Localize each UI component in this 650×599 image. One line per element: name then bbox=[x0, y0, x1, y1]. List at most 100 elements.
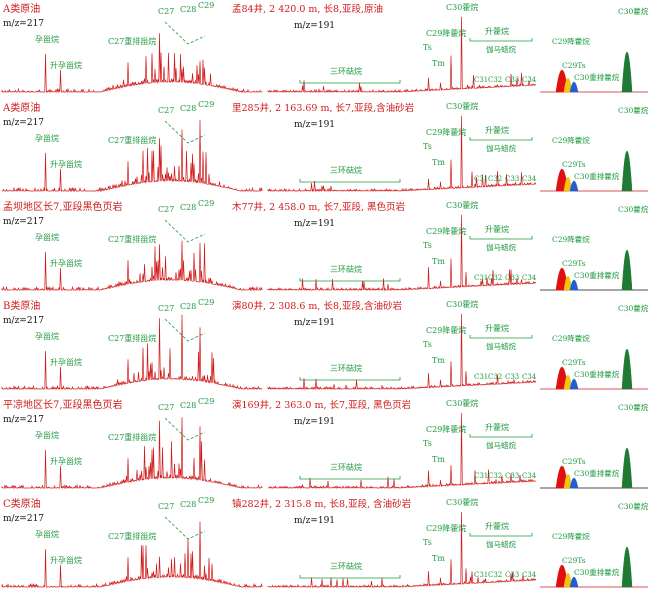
zoom-norhopane-label: C29降藿烷 bbox=[552, 135, 590, 145]
hopane-peak bbox=[621, 349, 633, 390]
zoom-norhopane-label: C29降藿烷 bbox=[552, 234, 590, 244]
c31-label: C31 bbox=[474, 373, 488, 381]
diasterane-label: C27重排甾烷 bbox=[108, 36, 156, 46]
zoom-diahopane-label: C30重排藿烷 bbox=[574, 369, 620, 379]
tricyclic-bracket bbox=[299, 278, 401, 282]
zoom-hopane-label: C30藿烷 bbox=[618, 501, 649, 511]
c34-label: C34 bbox=[522, 472, 537, 480]
terpane-trace bbox=[267, 115, 537, 193]
hopane-peak bbox=[621, 151, 633, 192]
c29-label: C29 bbox=[198, 199, 214, 208]
sterane-link bbox=[164, 318, 206, 342]
zoom-hopane-label: C30藿烷 bbox=[618, 105, 649, 115]
diasterane-label: C27重排甾烷 bbox=[108, 333, 156, 343]
hopane-label: C30藿烷 bbox=[446, 101, 478, 111]
norhopane-label: C29降藿烷 bbox=[426, 226, 466, 236]
zoom-ts-label: C29Ts bbox=[562, 457, 586, 466]
zoom-norhopane-label: C29降藿烷 bbox=[552, 36, 590, 46]
homopregnane-label: 升孕甾烷 bbox=[50, 60, 82, 70]
sterane-link bbox=[164, 219, 206, 243]
diahopane-peak bbox=[569, 576, 579, 588]
tricyclic-bracket bbox=[299, 179, 401, 183]
gammacerane-label: 伽马蜡烷 bbox=[486, 143, 516, 153]
c29-label: C29 bbox=[198, 1, 214, 10]
hopane-label: C30藿烷 bbox=[446, 200, 478, 210]
diasterane-label: C27重排甾烷 bbox=[108, 432, 156, 442]
zoom-ts-label: C29Ts bbox=[562, 259, 586, 268]
diasterane-label: C27重排甾烷 bbox=[108, 531, 156, 541]
hopane-peak bbox=[621, 250, 633, 291]
c33-label: C33 bbox=[505, 373, 519, 381]
sample-label: 演169井, 2 363.0 m, 长7,亚段, 黑色页岩 bbox=[232, 399, 411, 411]
c29-label: C29 bbox=[198, 397, 214, 406]
mz191-label: m/z=191 bbox=[294, 516, 335, 526]
terpane-trace bbox=[267, 511, 537, 589]
tricyclic-label: 三环萜烷 bbox=[330, 561, 362, 571]
diahopane-peak bbox=[569, 378, 579, 390]
c31-label: C31 bbox=[474, 76, 488, 84]
c31-label: C31 bbox=[474, 571, 488, 579]
c32-label: C32 bbox=[488, 76, 502, 84]
tm-label: Tm bbox=[432, 356, 445, 365]
sterane-trace bbox=[1, 417, 263, 490]
c28-label: C28 bbox=[180, 500, 196, 509]
homohopane-bracket bbox=[469, 533, 533, 537]
gammacerane-label: 伽马蜡烷 bbox=[486, 539, 516, 549]
c27-label: C27 bbox=[158, 205, 174, 214]
gammacerane-label: 伽马蜡烷 bbox=[486, 341, 516, 351]
sterane-trace bbox=[1, 240, 263, 292]
homohopane-bracket bbox=[469, 434, 533, 438]
tricyclic-label: 三环萜烷 bbox=[330, 66, 362, 76]
zoom-norhopane-label: C29降藿烷 bbox=[552, 531, 590, 541]
norhopane-label: C29降藿烷 bbox=[426, 325, 466, 335]
zoom-diahopane-label: C30重排藿烷 bbox=[574, 567, 620, 577]
ts-label: Ts bbox=[423, 439, 432, 448]
c32-label: C32 bbox=[488, 571, 502, 579]
sample-label: 镇282井, 2 315.8 m, 长8,亚段, 含油砂岩 bbox=[232, 498, 411, 510]
zoom-ts-label: C29Ts bbox=[562, 556, 586, 565]
category-label: C类原油 bbox=[3, 497, 41, 510]
hopane-label: C30藿烷 bbox=[446, 2, 478, 12]
sterane-trace bbox=[1, 119, 263, 193]
sterane-trace bbox=[1, 314, 263, 391]
terpane-trace bbox=[267, 214, 537, 292]
norhopane-label: C29降藿烷 bbox=[426, 424, 466, 434]
zoom-diahopane-label: C30重排藿烷 bbox=[574, 270, 620, 280]
c27-label: C27 bbox=[158, 106, 174, 115]
ts-label: Ts bbox=[423, 538, 432, 547]
zoom-hopane-label: C30藿烷 bbox=[618, 6, 649, 16]
diahopane-peak bbox=[569, 180, 579, 192]
c28-label: C28 bbox=[180, 401, 196, 410]
tricyclic-bracket bbox=[299, 377, 401, 381]
zoom-ts-label: C29Ts bbox=[562, 160, 586, 169]
mz191-label: m/z=191 bbox=[294, 219, 335, 229]
norhopane-label: C29降藿烷 bbox=[426, 523, 466, 533]
hopane-peak bbox=[621, 448, 633, 489]
c29-label: C29 bbox=[198, 100, 214, 109]
pregnane-label: 孕甾烷 bbox=[35, 529, 59, 539]
c28-label: C28 bbox=[180, 302, 196, 311]
zoom-hopane-label: C30藿烷 bbox=[618, 204, 649, 214]
category-label: B类原油 bbox=[3, 299, 40, 312]
category-label: 平凉地区长7,亚段黑色页岩 bbox=[3, 398, 123, 411]
homopregnane-label: 升孕甾烷 bbox=[50, 456, 82, 466]
ts-label: Ts bbox=[423, 142, 432, 151]
mz217-label: m/z=217 bbox=[3, 19, 44, 29]
homopregnane-label: 升孕甾烷 bbox=[50, 258, 82, 268]
norhopane-label: C29降藿烷 bbox=[426, 28, 466, 38]
sample-label: 孟84井, 2 420.0 m, 长8,亚段,原油 bbox=[232, 3, 383, 15]
homohopane-label: 升藿烷 bbox=[485, 125, 509, 135]
c33-label: C33 bbox=[505, 571, 519, 579]
terpane-trace bbox=[267, 313, 537, 391]
tricyclic-label: 三环萜烷 bbox=[330, 363, 362, 373]
hopane-label: C30藿烷 bbox=[446, 398, 478, 408]
pregnane-label: 孕甾烷 bbox=[35, 331, 59, 341]
homohopane-bracket bbox=[469, 38, 533, 42]
category-label: A类原油 bbox=[2, 101, 40, 114]
sterane-link bbox=[164, 120, 206, 144]
c27-label: C27 bbox=[158, 403, 174, 412]
hopane-label: C30藿烷 bbox=[446, 299, 478, 309]
c27-label: C27 bbox=[158, 304, 174, 313]
c32-label: C32 bbox=[488, 373, 502, 381]
